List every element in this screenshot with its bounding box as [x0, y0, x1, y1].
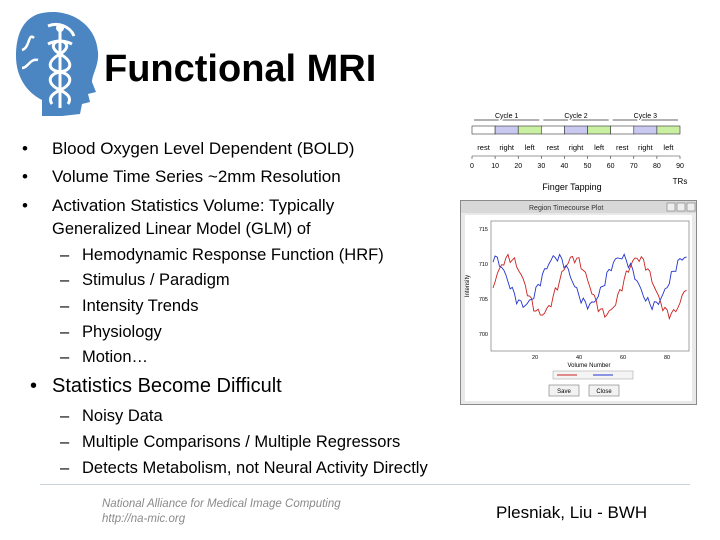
y-tick-label: 715: [479, 227, 488, 233]
dash: –: [60, 246, 70, 264]
dash: –: [60, 348, 70, 366]
series-line-blue: [492, 253, 687, 311]
condition-block: [541, 125, 565, 135]
close-window-button[interactable]: [686, 202, 696, 212]
window-titlebar: [461, 201, 696, 213]
condition-block: [494, 125, 519, 135]
bullet-statistics-difficult: Statistics Become Difficult: [52, 375, 282, 397]
timeline-tick-label: 50: [584, 163, 592, 170]
x-tick-label: 60: [620, 355, 626, 361]
condition-block: [471, 125, 496, 135]
y-tick-label: 700: [479, 332, 488, 338]
dash: –: [60, 459, 70, 477]
timeline-tick-label: 0: [470, 163, 474, 170]
close-button[interactable]: [588, 384, 620, 397]
timeline-tick-label: 30: [537, 163, 545, 170]
region-timecourse-plot-window: Region Timecourse Plot 715 710 705 700 20 40…: [460, 200, 697, 405]
na-mic-logo: [16, 11, 99, 116]
condition-label: left: [663, 143, 674, 152]
timeline-tick-label: 80: [653, 163, 661, 170]
timeline-tick-label: 20: [514, 163, 522, 170]
timeline-tick-label: 10: [491, 163, 499, 170]
minimize-button[interactable]: [666, 202, 676, 212]
footer-url: http://na-mic.org: [102, 513, 186, 525]
condition-block: [517, 125, 542, 135]
bullet-dot: •: [22, 167, 28, 186]
condition-label: rest: [547, 143, 560, 152]
glm-line: Generalized Linear Model (GLM) of: [52, 220, 311, 238]
glm-item-motion: Motion…: [82, 348, 149, 366]
cycle-label: Cycle 3: [634, 113, 657, 120]
cycle-label: Cycle 2: [564, 113, 587, 120]
cycle-label: Cycle 1: [495, 113, 518, 120]
timeline-tick-label: 70: [630, 163, 638, 170]
condition-block: [587, 125, 611, 135]
dash: –: [60, 271, 70, 289]
bullet-activation-statistics: Activation Statistics Volume: Typically: [52, 196, 335, 215]
x-tick-label: 20: [532, 355, 538, 361]
window-title: Region Timecourse Plot: [529, 205, 603, 212]
glm-item-hrf: Hemodynamic Response Function (HRF): [82, 246, 384, 264]
close-button-label: Close: [596, 389, 612, 395]
slide-title: Functional MRI: [104, 48, 377, 90]
condition-block: [656, 125, 681, 135]
condition-label: rest: [477, 143, 490, 152]
timeline-tick-label: 90: [676, 163, 684, 170]
footer-divider: [40, 484, 690, 485]
dash: –: [60, 297, 70, 315]
bullet-volume-time-series: Volume Time Series ~2mm Resolution: [52, 167, 341, 186]
glm-item-stimulus: Stimulus / Paradigm: [82, 271, 230, 289]
cycle-label-halo: Cycle 3: [634, 113, 657, 120]
save-button-label: Save: [557, 389, 571, 395]
timeline-unit: TRs: [673, 177, 688, 186]
bullet-dot: •: [30, 375, 38, 397]
footer-author: Plesniak, Liu - BWH: [496, 503, 648, 522]
difficult-item-noisy: Noisy Data: [82, 407, 163, 425]
condition-label: left: [525, 143, 536, 152]
series-line-red: [492, 253, 687, 321]
maximize-button[interactable]: [676, 202, 686, 212]
condition-label: right: [638, 143, 654, 152]
dash: –: [60, 407, 70, 425]
dash: –: [60, 323, 70, 341]
condition-block: [633, 125, 658, 135]
x-tick-label: 40: [576, 355, 582, 361]
difficult-item-comparisons: Multiple Comparisons / Multiple Regresso…: [82, 433, 401, 451]
cycle-label-halo: Cycle 1: [495, 113, 518, 120]
y-tick-label: 705: [479, 297, 488, 303]
y-tick-label: 710: [479, 262, 488, 268]
condition-label: right: [499, 143, 515, 152]
bullet-dot: •: [22, 139, 28, 158]
footer-organization: National Alliance for Medical Image Comp…: [102, 498, 341, 510]
timeline-tick-label: 60: [607, 163, 615, 170]
condition-label: right: [569, 143, 585, 152]
condition-label: left: [594, 143, 605, 152]
bullet-bold: Blood Oxygen Level Dependent (BOLD): [52, 139, 355, 158]
y-axis-label: Intensity: [465, 275, 471, 297]
x-axis-label: Volume Number: [567, 363, 610, 369]
condition-label: rest: [616, 143, 629, 152]
dash: –: [60, 433, 70, 451]
glm-item-physiology: Physiology: [82, 323, 162, 341]
condition-block: [610, 125, 635, 135]
x-tick-label: 80: [664, 355, 670, 361]
difficult-item-metabolism: Detects Metabolism, not Neural Activity …: [82, 459, 428, 477]
plot-window-canvas: Region Timecourse Plot 715 710 705 700 20 40…: [461, 201, 696, 401]
timeline-caption: Finger Tapping: [542, 182, 601, 192]
cycle-label-halo: Cycle 2: [564, 113, 587, 120]
condition-block: [564, 125, 588, 135]
timeline-tick-label: 40: [561, 163, 569, 170]
bullet-dot: •: [22, 196, 28, 215]
glm-item-intensity: Intensity Trends: [82, 297, 199, 315]
save-button[interactable]: [548, 384, 580, 397]
